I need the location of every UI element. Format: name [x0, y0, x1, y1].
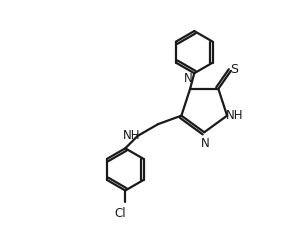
Text: Cl: Cl: [114, 207, 126, 220]
Text: N: N: [184, 72, 193, 85]
Text: N: N: [201, 137, 210, 150]
Text: S: S: [231, 63, 238, 76]
Text: NH: NH: [226, 109, 243, 122]
Text: NH: NH: [122, 129, 140, 142]
